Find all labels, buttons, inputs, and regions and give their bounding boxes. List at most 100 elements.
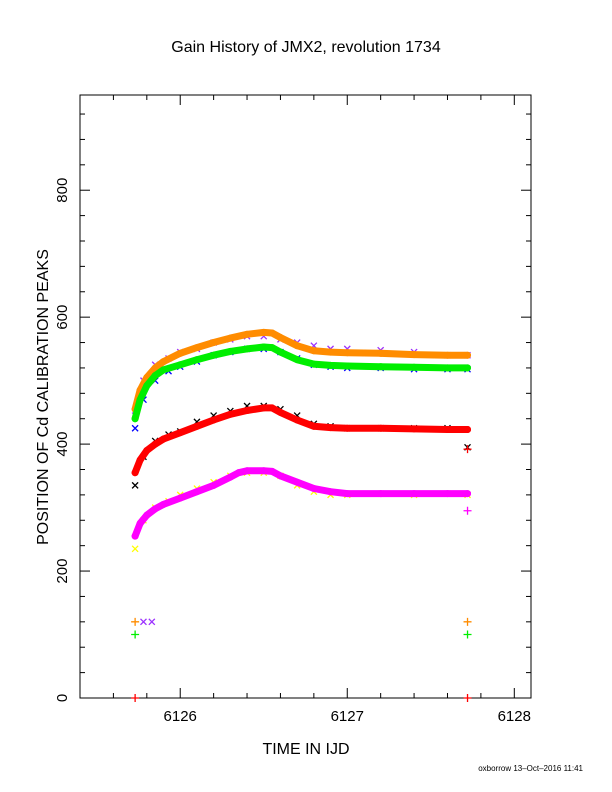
series-1-point bbox=[243, 330, 251, 338]
series-5-point bbox=[193, 422, 201, 430]
series-1-point bbox=[151, 364, 159, 372]
y-tick-label: 0 bbox=[54, 694, 71, 702]
series-5-point bbox=[343, 424, 351, 432]
series-1-point bbox=[327, 348, 335, 356]
y-tick-label: 400 bbox=[54, 432, 71, 457]
series-3-point bbox=[210, 351, 218, 359]
series-5-point bbox=[151, 440, 159, 448]
series-5-point bbox=[310, 422, 318, 430]
series-7-point bbox=[243, 467, 251, 475]
series-3-point bbox=[143, 382, 151, 390]
series-3-point bbox=[151, 372, 159, 380]
series-3-point bbox=[243, 345, 251, 353]
series-1-point bbox=[176, 349, 184, 357]
series-3-point bbox=[136, 396, 144, 404]
series-5-point bbox=[143, 446, 151, 454]
series-7-point bbox=[131, 532, 139, 540]
series-7-point bbox=[343, 490, 351, 498]
series-13-point bbox=[463, 506, 472, 515]
series-1-point bbox=[443, 351, 451, 359]
series-7-point bbox=[151, 505, 159, 513]
series-1-point bbox=[276, 333, 284, 341]
series-5-point bbox=[210, 416, 218, 424]
series-5-point bbox=[276, 408, 284, 416]
series-5-point bbox=[410, 425, 418, 433]
x-tick-label: 6126 bbox=[164, 708, 197, 725]
series-1-point bbox=[464, 351, 472, 359]
series-7-point bbox=[160, 500, 168, 508]
series-3-point bbox=[310, 360, 318, 368]
y-tick-label: 800 bbox=[54, 178, 71, 203]
axis-ticks: 6126 6127 6128 0 200 400 600 800 bbox=[54, 95, 531, 725]
series-8-point bbox=[463, 617, 472, 626]
series-1-point bbox=[310, 347, 318, 355]
series-5-point bbox=[136, 456, 144, 464]
series-9-point bbox=[131, 630, 140, 639]
series-11-point bbox=[463, 694, 472, 702]
y-tick-label: 600 bbox=[54, 305, 71, 330]
series-3-point bbox=[276, 348, 284, 356]
plot-frame bbox=[79, 94, 532, 699]
series-5-point bbox=[377, 424, 385, 432]
x-tick-label: 6127 bbox=[331, 708, 364, 725]
series-5-point bbox=[160, 435, 168, 443]
series-1-point bbox=[410, 351, 418, 359]
series-7-point bbox=[260, 467, 268, 475]
series-5-point bbox=[260, 404, 268, 412]
series-5-point bbox=[443, 426, 451, 434]
series-10-point bbox=[140, 618, 147, 626]
series-11-point bbox=[131, 694, 140, 702]
series-1-point bbox=[293, 342, 301, 350]
series-5-point bbox=[268, 404, 276, 412]
series-3-point bbox=[327, 361, 335, 369]
series-3-point bbox=[226, 347, 234, 355]
series-3-point bbox=[160, 366, 168, 374]
series-1-point bbox=[343, 349, 351, 357]
y-tick-label: 200 bbox=[54, 559, 71, 584]
series-5-point bbox=[226, 410, 234, 418]
x-tick-label: 6128 bbox=[498, 708, 531, 725]
series-3-point bbox=[343, 362, 351, 370]
series-3-point bbox=[176, 361, 184, 369]
series-1-point bbox=[160, 358, 168, 366]
series-9-point bbox=[463, 630, 472, 639]
x-axis-label: TIME IN IJD bbox=[262, 741, 349, 758]
series-12-point bbox=[463, 445, 472, 454]
series-1-point bbox=[268, 329, 276, 337]
series-5-point bbox=[176, 429, 184, 437]
series-3-point bbox=[293, 356, 301, 364]
series-1-point bbox=[210, 339, 218, 347]
y-axis-label: POSITION OF Cd CALIBRATION PEAKS bbox=[35, 249, 52, 545]
series-5-point bbox=[327, 424, 335, 432]
series-3-point bbox=[410, 363, 418, 371]
series-7-point bbox=[226, 473, 234, 481]
series-7-fit-line bbox=[131, 467, 471, 540]
series-5-point bbox=[243, 406, 251, 414]
series-2-point bbox=[131, 424, 139, 432]
series-7-point bbox=[293, 478, 301, 486]
series-7-point bbox=[143, 511, 151, 519]
series-7-point bbox=[443, 490, 451, 498]
series-5-point bbox=[464, 426, 472, 434]
series-1-point bbox=[377, 349, 385, 357]
series-1-point bbox=[260, 328, 268, 336]
series-3-point bbox=[377, 363, 385, 371]
series-7-point bbox=[193, 488, 201, 496]
series-3-point bbox=[464, 364, 472, 372]
series-5-fit-line bbox=[131, 404, 471, 477]
series-3-point bbox=[131, 415, 139, 423]
series-6-point bbox=[131, 545, 139, 553]
series-4-point bbox=[131, 481, 139, 489]
series-7-point bbox=[210, 481, 218, 489]
series-7-point bbox=[310, 485, 318, 493]
series-3-point bbox=[443, 364, 451, 372]
series-3-point bbox=[193, 356, 201, 364]
series-7-point bbox=[377, 490, 385, 498]
series-8-point bbox=[131, 617, 140, 626]
chart-title: Gain History of JMX2, revolution 1734 bbox=[171, 39, 441, 56]
series-7-point bbox=[410, 490, 418, 498]
series-7-point bbox=[276, 472, 284, 480]
series-7-point bbox=[464, 490, 472, 498]
series-7-point bbox=[136, 519, 144, 527]
